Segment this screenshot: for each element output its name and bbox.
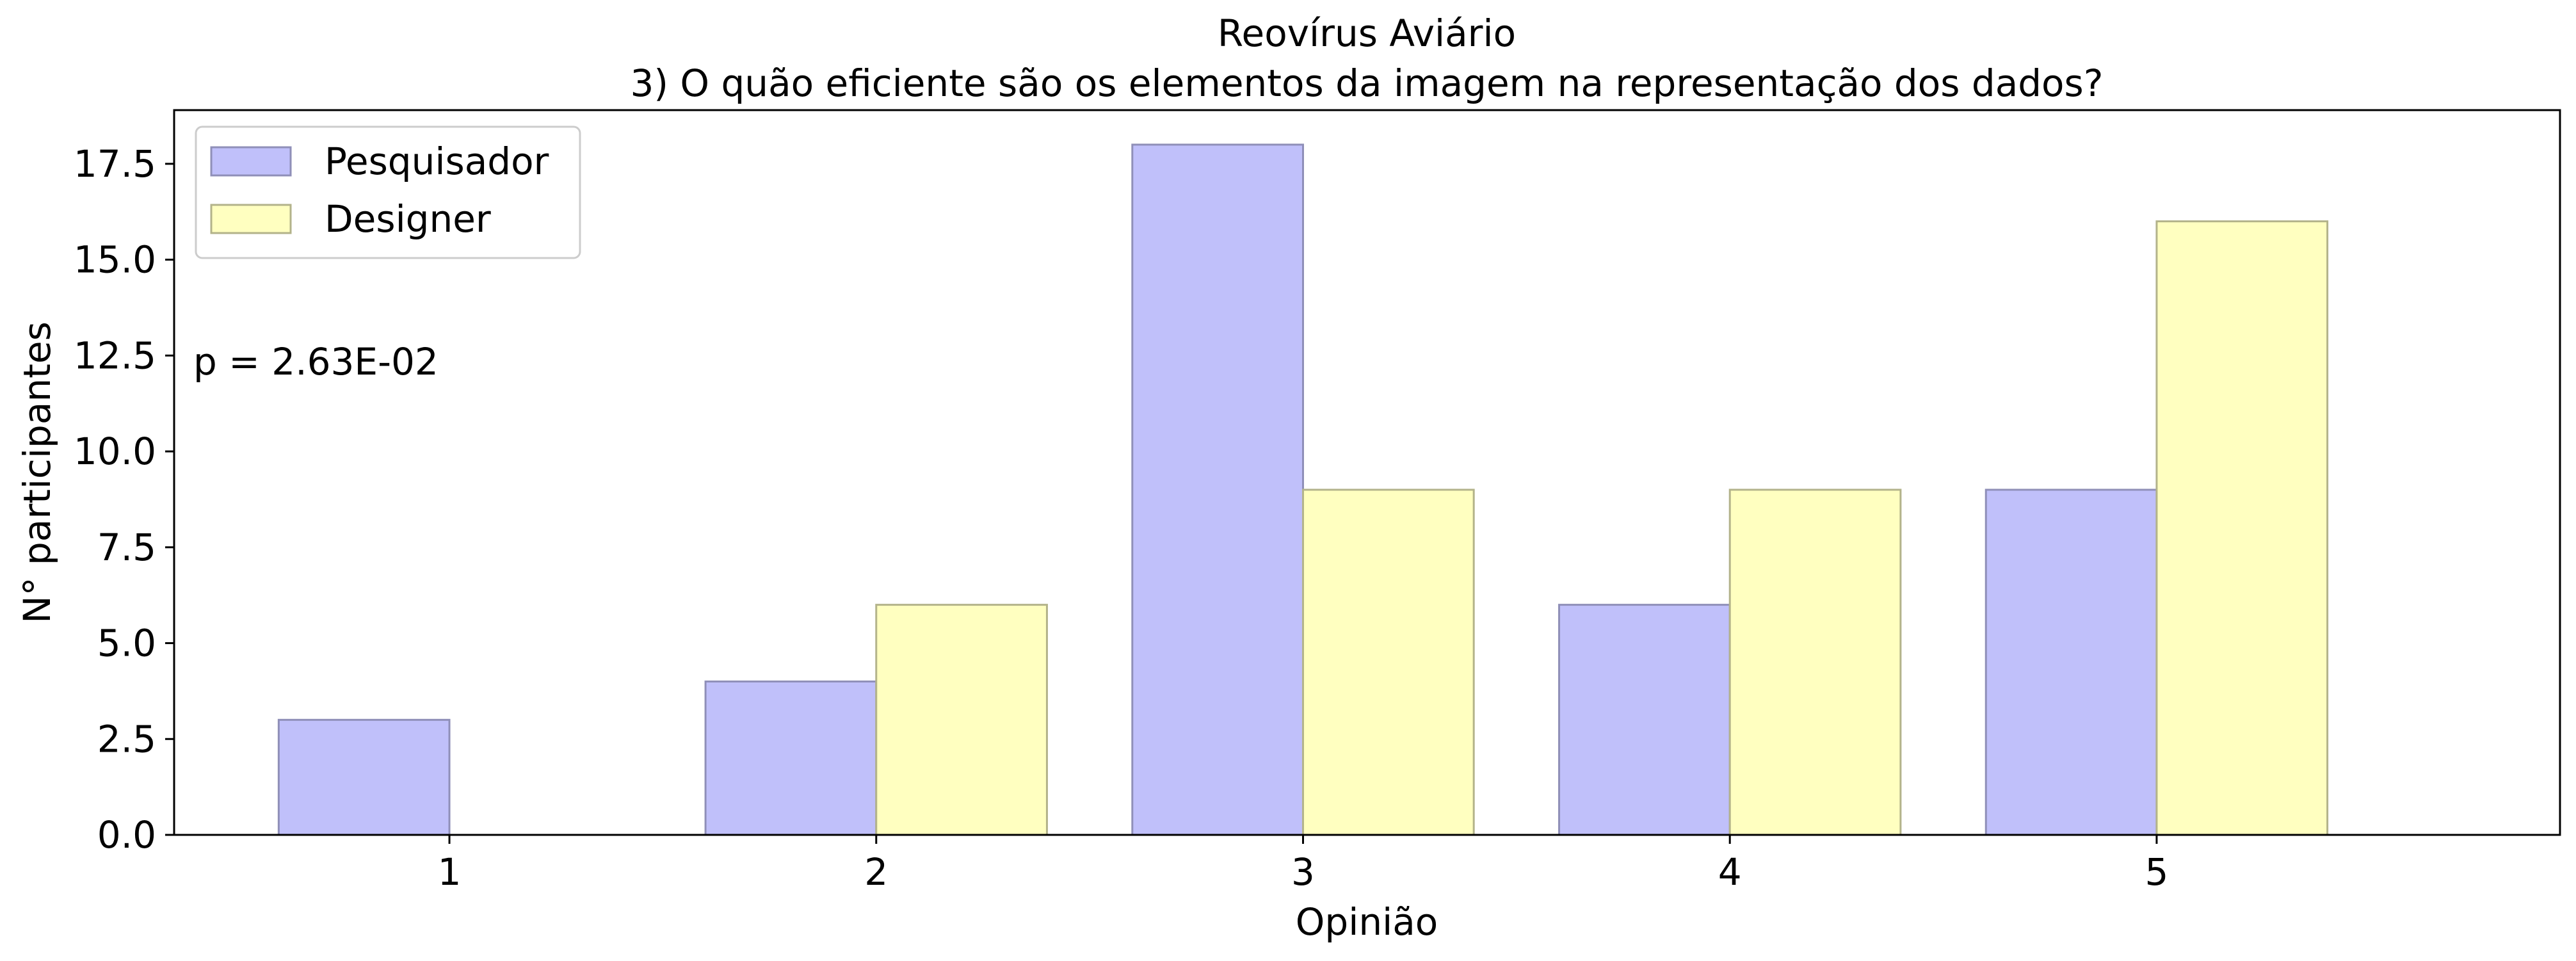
y-tick-label: 2.5 <box>97 717 156 761</box>
bar-pesquisador-4 <box>1558 604 1731 836</box>
y-tick-label: 0.0 <box>97 813 156 857</box>
legend-swatch-designer <box>210 204 292 234</box>
legend-box <box>195 125 581 259</box>
plot-frame <box>173 109 2561 836</box>
chart-subtitle: 3) O quão eficiente são os elementos da … <box>630 61 2103 105</box>
bar-designer-2 <box>875 604 1048 836</box>
legend: Pesquisador Designer <box>195 125 581 259</box>
x-tick-label: 1 <box>438 850 462 894</box>
x-tick-label: 4 <box>1718 850 1742 894</box>
y-tick-label: 15.0 <box>74 238 156 282</box>
p-value-annotation: p = 2.63E-02 <box>193 340 439 384</box>
legend-label-designer: Designer <box>325 197 491 241</box>
bar-pesquisador-3 <box>1131 143 1304 836</box>
x-tick-label: 3 <box>1291 850 1315 894</box>
bar-pesquisador-2 <box>704 680 878 836</box>
bar-designer-4 <box>1728 489 1902 836</box>
bar-designer-5 <box>2155 220 2329 836</box>
legend-swatch-pesquisador <box>210 146 292 177</box>
x-axis-label: Opinião <box>1296 900 1438 944</box>
chart-title: Reovírus Aviário <box>1218 12 1516 55</box>
bars-group <box>277 143 2329 836</box>
x-tick-label: 5 <box>2145 850 2168 894</box>
y-tick-label: 10.0 <box>74 430 156 473</box>
bar-designer-3 <box>1301 489 1475 836</box>
y-axis: 0.0 2.5 5.0 7.5 10.0 12.5 15.0 17.5 <box>74 142 174 857</box>
legend-label-pesquisador: Pesquisador <box>325 140 549 183</box>
x-tick-label: 2 <box>864 850 888 894</box>
bar-pesquisador-1 <box>277 718 451 836</box>
y-tick-label: 7.5 <box>97 526 156 569</box>
y-tick-label: 5.0 <box>97 622 156 665</box>
y-axis-label: N° participantes <box>15 321 59 624</box>
y-tick-label: 12.5 <box>74 334 156 377</box>
x-axis: 1 2 3 4 5 <box>438 835 2168 894</box>
y-tick-label: 17.5 <box>74 142 156 186</box>
bar-pesquisador-5 <box>1984 489 2158 836</box>
